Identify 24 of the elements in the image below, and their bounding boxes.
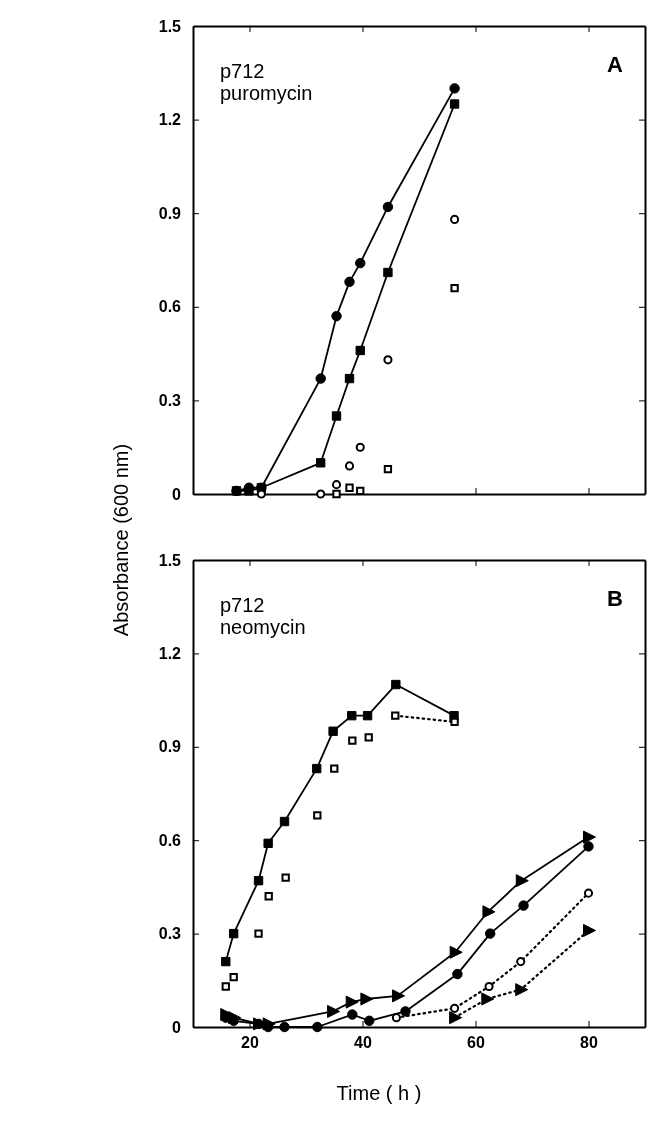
y-axis-title: Absorbance (600 nm) (110, 443, 132, 637)
y-tick-label: 0 (172, 485, 182, 503)
annotation: puromycin (220, 82, 313, 104)
x-tick-label: 60 (467, 1034, 485, 1052)
x-tick-label: 20 (241, 1034, 259, 1052)
x-tick-label: 40 (354, 1034, 372, 1052)
y-tick-label: 0 (172, 1018, 182, 1036)
y-tick-label: 0.6 (158, 298, 182, 316)
annotation: neomycin (220, 616, 306, 638)
y-tick-label: 1.5 (158, 17, 182, 35)
y-tick-label: 1.2 (158, 645, 182, 663)
y-tick-label: 0.3 (158, 392, 182, 410)
y-tick-label: 0.9 (158, 738, 182, 756)
x-axis-title: Time ( h ) (336, 1082, 422, 1104)
annotation: p712 (220, 60, 265, 82)
x-tick-label: 80 (580, 1034, 598, 1052)
y-tick-label: 1.2 (158, 111, 182, 129)
y-tick-label: 0.6 (158, 831, 182, 849)
y-tick-label: 0.3 (158, 925, 182, 943)
y-tick-label: 0.9 (158, 204, 182, 222)
text: A (607, 52, 624, 77)
text: B (607, 586, 623, 611)
y-tick-label: 1.5 (158, 551, 182, 569)
annotation: p712 (220, 594, 265, 616)
